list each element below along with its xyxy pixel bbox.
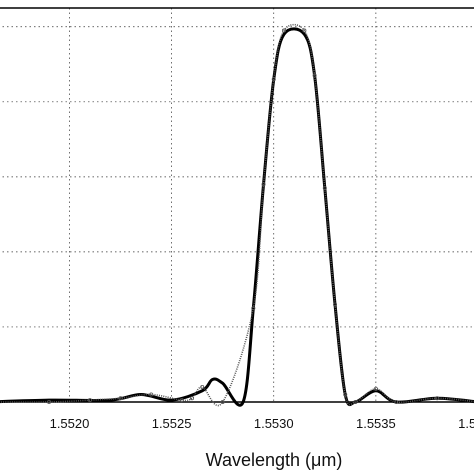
x-tick-label-0: 1.5520 [50, 416, 90, 431]
data-point-1-1 [47, 399, 52, 404]
x-tick-label-1: 1.5525 [152, 416, 192, 431]
series-group [0, 23, 474, 407]
data-point-1-3 [118, 396, 123, 401]
x-tick-label-3: 1.5535 [356, 416, 396, 431]
data-point-1-18 [353, 399, 358, 404]
data-point-1-9 [251, 306, 256, 311]
data-point-1-6 [190, 396, 195, 401]
data-point-1-5 [179, 398, 184, 403]
plot-frame [0, 7, 474, 403]
data-point-1-7 [200, 384, 205, 389]
data-point-1-20 [394, 399, 399, 404]
x-tick-label-4: 1.5540 [458, 416, 474, 431]
data-point-1-2 [87, 398, 92, 403]
data-point-1-14 [312, 73, 317, 78]
data-point-1-11 [271, 77, 276, 82]
x-tick-labels: 1.5520 1.5525 1.5530 1.5535 1.5540 [50, 416, 474, 431]
series-line-0 [0, 27, 474, 407]
x-tick-label-2: 1.5530 [254, 416, 294, 431]
grid [0, 8, 474, 402]
data-point-1-16 [333, 302, 338, 307]
data-point-1-17 [343, 392, 348, 397]
data-point-1-4 [149, 392, 154, 397]
data-point-1-21 [435, 396, 440, 401]
data-point-1-8 [220, 399, 225, 404]
data-point-1-19 [373, 386, 378, 391]
data-point-1-10 [261, 182, 266, 187]
x-axis-label: Wavelength (μm) [206, 450, 343, 470]
data-point-1-12 [281, 28, 286, 33]
series-line-1 [0, 23, 474, 407]
data-point-1-13 [302, 28, 307, 33]
data-point-1-15 [322, 186, 327, 191]
